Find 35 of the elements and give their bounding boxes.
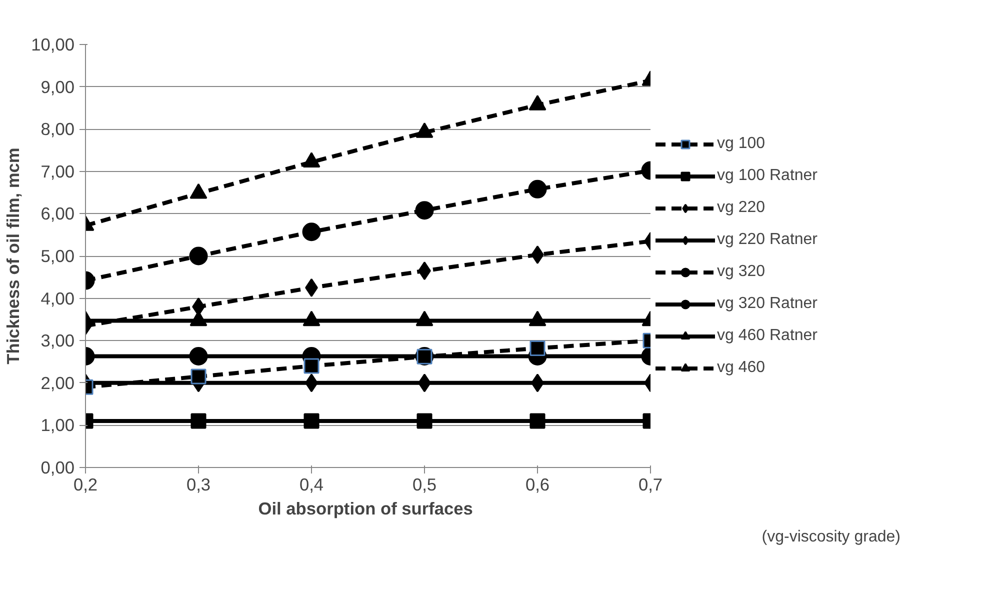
legend-label: vg 320 xyxy=(717,262,766,280)
x-tick-label: 0,5 xyxy=(412,474,437,494)
point xyxy=(302,222,321,242)
legend-label: vg 220 Ratner xyxy=(717,230,818,248)
x-axis-title: Oil absorption of surfaces xyxy=(258,498,473,518)
legend-label: vg 460 xyxy=(717,358,766,376)
text: (vg-viscosity grade) xyxy=(762,528,900,546)
x-tick-label: 0,2 xyxy=(73,474,98,494)
legend-label: vg 220 xyxy=(717,198,766,216)
x-tick-label: 0,3 xyxy=(186,474,211,494)
y-tick-label: 0,00 xyxy=(40,458,75,478)
legend-label: vg 100 xyxy=(717,134,766,152)
y-tick-label: 7,00 xyxy=(40,161,75,182)
y-tick-label: 5,00 xyxy=(40,246,75,266)
x-tick-label: 0,6 xyxy=(525,474,550,494)
y-tick-label: 10,00 xyxy=(31,34,75,54)
y-tick-label: 9,00 xyxy=(40,76,75,97)
y-tick-label: 4,00 xyxy=(40,288,75,308)
point xyxy=(302,152,320,168)
y-tick-label: 3,00 xyxy=(40,330,75,351)
legend-label: vg 100 Ratner xyxy=(717,166,818,184)
y-tick-label: 2,00 xyxy=(40,372,75,393)
point xyxy=(416,122,434,138)
y-tick-label: 8,00 xyxy=(40,119,75,140)
point xyxy=(415,201,434,220)
x-tick-label: 0,7 xyxy=(638,474,663,494)
x-tick-label: 0,4 xyxy=(299,474,324,494)
legend-label: vg 460 Ratner xyxy=(717,326,818,344)
point xyxy=(416,413,432,429)
point xyxy=(304,358,320,374)
point xyxy=(304,413,320,429)
legend-label: vg 320 Ratner xyxy=(717,294,818,312)
y-axis-title: Thickness of oil film, mcm xyxy=(3,148,24,364)
y-tick-label: 1,00 xyxy=(40,415,75,436)
y-tick-label: 6,00 xyxy=(40,204,75,224)
